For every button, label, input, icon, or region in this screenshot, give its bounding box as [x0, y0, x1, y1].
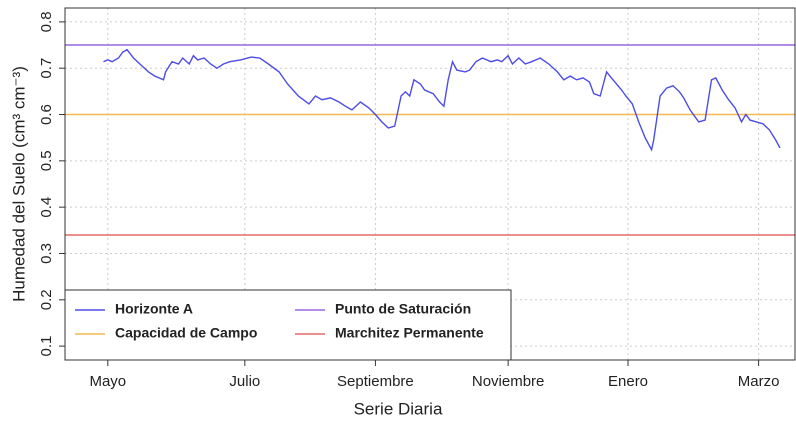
y-tick-label: 0.2	[38, 289, 55, 310]
x-tick-label: Julio	[229, 373, 260, 390]
x-tick-label: Noviembre	[472, 373, 545, 390]
y-tick-label: 0.4	[38, 197, 55, 218]
x-tick-label: Enero	[608, 373, 648, 390]
legend-label: Capacidad de Campo	[115, 325, 257, 341]
y-tick-label: 0.7	[38, 58, 55, 79]
x-axis-title: Serie Diaria	[354, 399, 443, 418]
y-tick-label: 0.1	[38, 336, 55, 357]
data-line	[103, 48, 781, 152]
legend-label: Punto de Saturación	[335, 301, 471, 317]
y-tick-label: 0.8	[38, 11, 55, 32]
y-tick-label: 0.3	[38, 243, 55, 264]
x-tick-label: Septiembre	[337, 373, 414, 390]
legend-label: Horizonte A	[115, 301, 193, 317]
y-tick-label: 0.6	[38, 104, 55, 125]
legend-box	[64, 289, 512, 361]
y-axis-title: Humedad del Suelo (cm³ cm⁻³)	[9, 66, 28, 302]
y-tick-label: 0.5	[38, 150, 55, 171]
legend-label: Marchitez Permanente	[335, 325, 484, 341]
x-tick-label: Marzo	[738, 373, 780, 390]
legend: Horizonte A Punto de Saturación Capacidad …	[64, 289, 512, 361]
x-tick-label: Mayo	[89, 373, 126, 390]
